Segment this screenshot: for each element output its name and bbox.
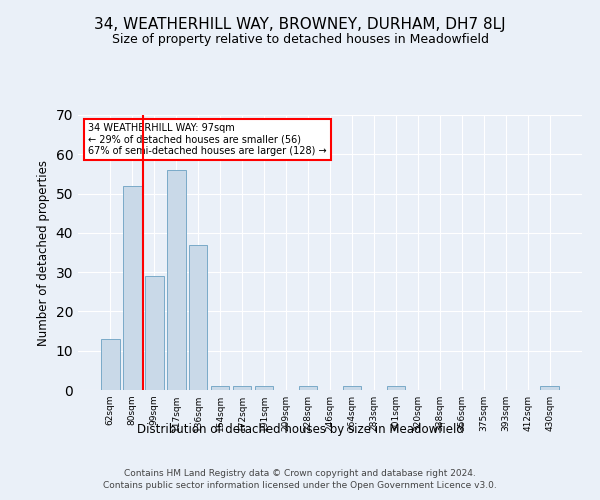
Y-axis label: Number of detached properties: Number of detached properties [37,160,50,346]
Bar [145,276,164,390]
Bar [541,386,559,390]
Bar [123,186,142,390]
Bar [211,386,229,390]
Bar [189,244,208,390]
Bar [255,386,274,390]
Bar [101,339,119,390]
Text: Size of property relative to detached houses in Meadowfield: Size of property relative to detached ho… [112,32,488,46]
Text: 34 WEATHERHILL WAY: 97sqm
← 29% of detached houses are smaller (56)
67% of semi-: 34 WEATHERHILL WAY: 97sqm ← 29% of detac… [88,123,327,156]
Bar [167,170,185,390]
Bar [299,386,317,390]
Text: Contains HM Land Registry data © Crown copyright and database right 2024.
Contai: Contains HM Land Registry data © Crown c… [103,468,497,490]
Text: 34, WEATHERHILL WAY, BROWNEY, DURHAM, DH7 8LJ: 34, WEATHERHILL WAY, BROWNEY, DURHAM, DH… [94,18,506,32]
Bar [386,386,405,390]
Text: Distribution of detached houses by size in Meadowfield: Distribution of detached houses by size … [137,422,463,436]
Bar [233,386,251,390]
Bar [343,386,361,390]
